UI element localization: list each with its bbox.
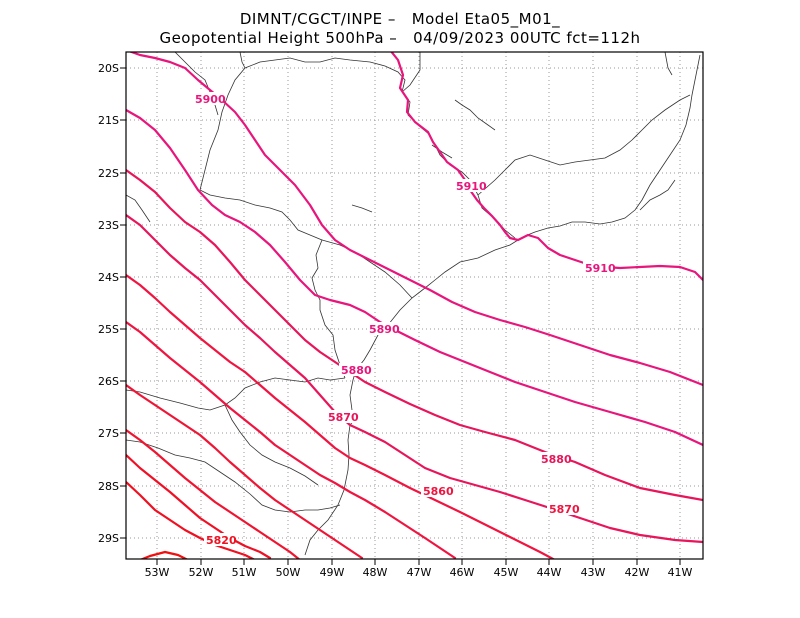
lat-label: 22S — [98, 167, 119, 180]
lat-label: 20S — [98, 62, 119, 75]
chart-title-line-1: DIMNT/CGCT/INPE – Model Eta05_M01_ — [239, 10, 561, 28]
contour-label-5870-b: 5870 — [549, 503, 580, 516]
contour-5900 — [128, 52, 703, 387]
lon-label: 52W — [189, 566, 214, 579]
contour-label-5820: 5820 — [206, 534, 237, 547]
coastline-and-borders — [126, 52, 701, 556]
contour-label-5880-a: 5880 — [341, 364, 372, 377]
chart-title-line-2: Geopotential Height 500hPa – 04/09/2023 … — [159, 29, 641, 47]
contour-5870 — [126, 213, 703, 544]
plot-frame — [125, 51, 704, 560]
contour-labels: 5900 5910 5910 5890 5880 5870 5880 5860 … — [193, 92, 616, 547]
contour-5840 — [126, 383, 364, 559]
tick-marks — [120, 67, 681, 565]
contour-label-5890: 5890 — [369, 323, 400, 336]
lat-label: 27S — [98, 427, 119, 440]
lon-label: 50W — [276, 566, 301, 579]
lon-label: 49W — [320, 566, 345, 579]
lon-label: 42W — [625, 566, 650, 579]
contour-label-5910-a: 5910 — [456, 180, 487, 193]
lon-label: 41W — [668, 566, 693, 579]
lat-label: 26S — [98, 375, 119, 388]
lon-label: 46W — [450, 566, 475, 579]
contour-label-5870-a: 5870 — [328, 411, 359, 424]
contour-label-5910-b: 5910 — [585, 262, 616, 275]
height-contours — [126, 52, 703, 559]
lon-label: 51W — [232, 566, 257, 579]
lat-label: 23S — [98, 219, 119, 232]
contour-5850 — [126, 320, 457, 559]
contour-5825 — [126, 453, 272, 559]
longitude-labels: 53W 52W 51W 50W 49W 48W 47W 46W 45W 44W … — [145, 566, 693, 579]
lon-label: 43W — [581, 566, 606, 579]
lon-label: 53W — [145, 566, 170, 579]
lat-label: 24S — [98, 271, 119, 284]
contour-label-5860: 5860 — [423, 485, 454, 498]
contour-5890 — [126, 108, 703, 447]
latitude-labels: 20S 21S 22S 23S 24S 25S 26S 27S 28S 29S — [98, 62, 119, 545]
contour-5830 — [126, 428, 301, 559]
contour-5880 — [126, 168, 703, 502]
contour-5860 — [126, 273, 556, 559]
lon-label: 44W — [537, 566, 562, 579]
lon-label: 48W — [363, 566, 388, 579]
lon-label: 45W — [494, 566, 519, 579]
contour-label-5880-b: 5880 — [541, 453, 572, 466]
lon-label: 47W — [407, 566, 432, 579]
lat-label: 25S — [98, 323, 119, 336]
contour-5910-north — [390, 52, 703, 282]
contour-label-5900: 5900 — [195, 93, 226, 106]
graticule — [126, 52, 703, 559]
lat-label: 21S — [98, 114, 119, 127]
lat-label: 28S — [98, 480, 119, 493]
contour-5810 — [139, 550, 189, 559]
lat-label: 29S — [98, 532, 119, 545]
contour-5820 — [126, 480, 256, 559]
